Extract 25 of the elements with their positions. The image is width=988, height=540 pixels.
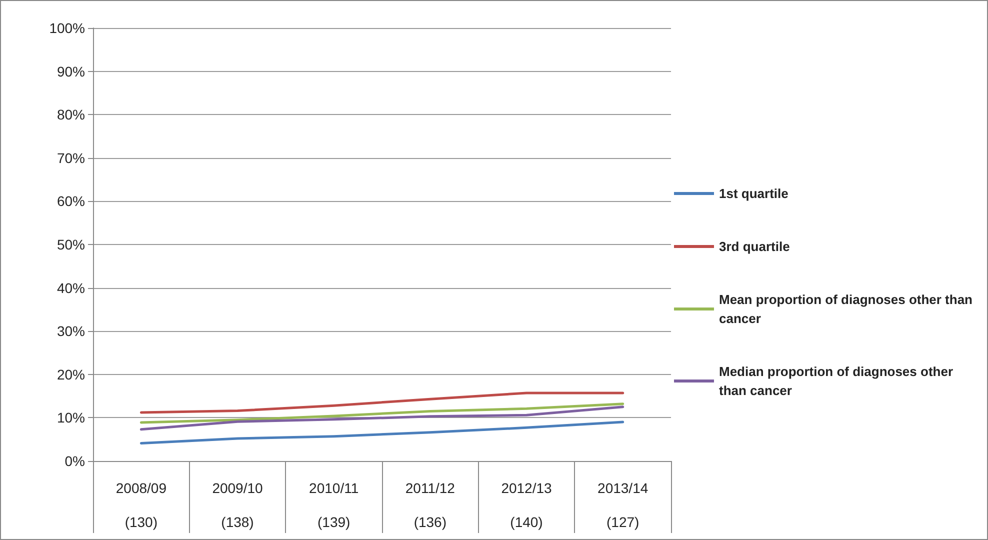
- category-label: 2012/13 (140): [501, 480, 552, 530]
- y-tick-label: 80%: [56, 106, 85, 123]
- line-series: [140, 392, 624, 414]
- y-tick-label: 40%: [56, 280, 85, 296]
- y-tick-label: 60%: [56, 193, 85, 210]
- category-label: 2008/09 (130): [116, 480, 166, 530]
- category-label: 2009/10 (138): [212, 480, 263, 530]
- category-label: 2011/12 (136): [405, 480, 455, 530]
- line-series: [140, 420, 624, 444]
- category-label: 2010/11 (139): [309, 480, 359, 530]
- line-series: [140, 406, 624, 431]
- y-tick-label: 30%: [56, 323, 85, 340]
- y-tick-label: 0%: [64, 453, 85, 469]
- legend-label: 1st quartile: [719, 186, 788, 201]
- legend-label: Median proportion of diagnoses other than cancer: [719, 364, 957, 398]
- y-tick-label: 70%: [56, 150, 85, 166]
- y-tick-label: 20%: [56, 366, 85, 382]
- y-tick-label: 90%: [56, 63, 85, 80]
- y-tick-label: 100%: [49, 20, 85, 36]
- category-label: 2013/14 (127): [598, 480, 648, 530]
- line-series: [140, 402, 624, 424]
- legend-label: Mean proportion of diagnoses other than cancer: [719, 292, 976, 326]
- legend-label: 3rd quartile: [719, 239, 790, 254]
- y-tick-label: 50%: [56, 236, 85, 252]
- y-tick-label: 10%: [56, 410, 85, 426]
